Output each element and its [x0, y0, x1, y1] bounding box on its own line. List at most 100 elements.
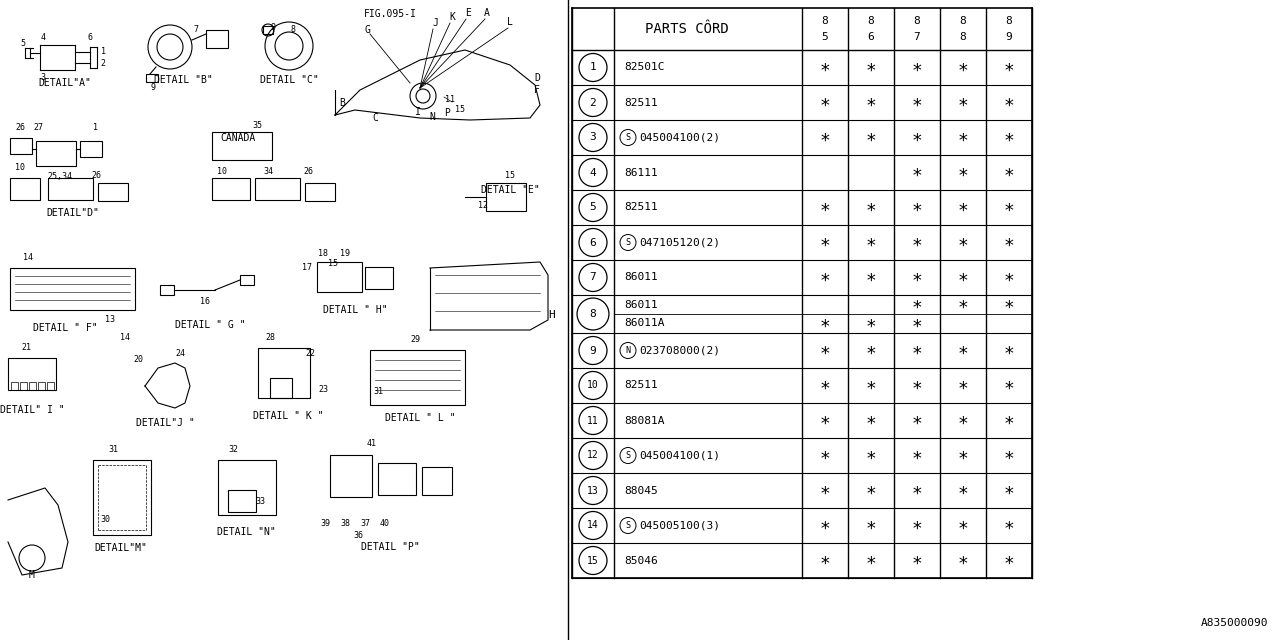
Text: DETAIL " L ": DETAIL " L " — [385, 413, 456, 423]
Text: 26: 26 — [303, 168, 314, 177]
Text: DETAIL "N": DETAIL "N" — [216, 527, 275, 537]
Text: 30: 30 — [100, 515, 110, 525]
Text: ∗: ∗ — [911, 447, 923, 465]
Text: 8: 8 — [960, 31, 966, 42]
Text: ∗: ∗ — [819, 552, 831, 570]
Text: 86111: 86111 — [625, 168, 658, 177]
Text: ∗: ∗ — [957, 269, 969, 287]
Bar — [38, 382, 45, 390]
Text: ∗: ∗ — [1004, 129, 1015, 147]
Text: ∗: ∗ — [911, 58, 923, 77]
Text: 8: 8 — [291, 26, 296, 35]
Text: 41: 41 — [367, 438, 378, 447]
Text: 20: 20 — [133, 355, 143, 365]
Text: S: S — [626, 238, 631, 247]
Text: ∗: ∗ — [819, 58, 831, 77]
Text: 14: 14 — [588, 520, 599, 531]
Bar — [422, 467, 452, 495]
Text: 10: 10 — [15, 163, 26, 173]
Text: 9: 9 — [590, 346, 596, 355]
Text: 38: 38 — [340, 518, 349, 527]
Text: A835000090: A835000090 — [1201, 618, 1268, 628]
Bar — [259, 348, 310, 398]
Text: ∗: ∗ — [1004, 552, 1015, 570]
Text: L: L — [507, 17, 513, 27]
Text: ∗: ∗ — [957, 296, 969, 314]
Text: ∗: ∗ — [911, 269, 923, 287]
Text: 13: 13 — [105, 316, 115, 324]
Text: 8: 8 — [822, 17, 828, 26]
Bar — [365, 267, 393, 289]
Text: 6: 6 — [87, 33, 92, 42]
Text: ∗: ∗ — [865, 516, 877, 534]
Text: DETAIL " K ": DETAIL " K " — [252, 411, 324, 421]
Text: 023708000(2): 023708000(2) — [639, 346, 719, 355]
Bar — [160, 285, 174, 295]
Text: S: S — [626, 451, 631, 460]
Text: 10: 10 — [218, 168, 227, 177]
Text: 4: 4 — [590, 168, 596, 177]
Text: ∗: ∗ — [957, 342, 969, 360]
Text: ∗: ∗ — [819, 93, 831, 111]
Text: ∗: ∗ — [865, 412, 877, 429]
Text: P: P — [444, 108, 451, 118]
Text: 35: 35 — [252, 122, 262, 131]
Text: 045004100(1): 045004100(1) — [639, 451, 719, 461]
Text: 40: 40 — [380, 518, 390, 527]
Text: 28: 28 — [265, 333, 275, 342]
Text: 27: 27 — [33, 124, 44, 132]
Text: 3: 3 — [590, 132, 596, 143]
Bar — [20, 382, 27, 390]
Text: ∗: ∗ — [911, 198, 923, 216]
Text: 37: 37 — [360, 518, 370, 527]
Text: 9: 9 — [270, 22, 275, 31]
Text: D: D — [534, 73, 540, 83]
Text: ∗: ∗ — [911, 342, 923, 360]
Text: 19: 19 — [340, 250, 349, 259]
Text: ∗: ∗ — [957, 93, 969, 111]
Text: ∗: ∗ — [1004, 93, 1015, 111]
Text: ∗: ∗ — [911, 552, 923, 570]
Bar — [47, 382, 54, 390]
Text: ∗: ∗ — [819, 314, 831, 333]
Text: ∗: ∗ — [957, 516, 969, 534]
Text: 8: 8 — [590, 309, 596, 319]
Text: ∗: ∗ — [957, 447, 969, 465]
Text: 86011: 86011 — [625, 273, 658, 282]
Text: 5: 5 — [822, 31, 828, 42]
Text: 7: 7 — [590, 273, 596, 282]
Text: 31: 31 — [372, 387, 383, 397]
Bar — [305, 183, 335, 201]
Text: 85046: 85046 — [625, 556, 658, 566]
Bar — [12, 382, 18, 390]
Text: 31: 31 — [108, 445, 118, 454]
Text: 22: 22 — [305, 349, 315, 358]
Text: 5: 5 — [20, 38, 26, 47]
Text: ∗: ∗ — [819, 129, 831, 147]
Text: 047105120(2): 047105120(2) — [639, 237, 719, 248]
Text: ∗: ∗ — [819, 412, 831, 429]
Text: 9: 9 — [151, 83, 155, 92]
Text: CANADA: CANADA — [220, 133, 255, 143]
Bar — [10, 138, 32, 154]
Text: 8: 8 — [868, 17, 874, 26]
Text: DETAIL"D": DETAIL"D" — [46, 208, 100, 218]
Text: ∗: ∗ — [911, 412, 923, 429]
Bar — [370, 350, 465, 405]
Text: DETAIL " F": DETAIL " F" — [33, 323, 97, 333]
Text: ∗: ∗ — [1004, 516, 1015, 534]
Text: 12: 12 — [588, 451, 599, 461]
Text: 86011: 86011 — [625, 300, 658, 310]
Bar — [212, 178, 250, 200]
Text: ∗: ∗ — [819, 269, 831, 287]
Bar — [218, 460, 276, 515]
Text: DETAIL " H": DETAIL " H" — [323, 305, 388, 315]
Text: 8: 8 — [914, 17, 920, 26]
Text: ∗: ∗ — [819, 342, 831, 360]
Text: 1: 1 — [590, 63, 596, 72]
Text: ∗: ∗ — [1004, 447, 1015, 465]
Text: 10: 10 — [588, 381, 599, 390]
Text: ∗: ∗ — [819, 376, 831, 394]
Bar — [270, 378, 292, 398]
Text: ∗: ∗ — [865, 58, 877, 77]
